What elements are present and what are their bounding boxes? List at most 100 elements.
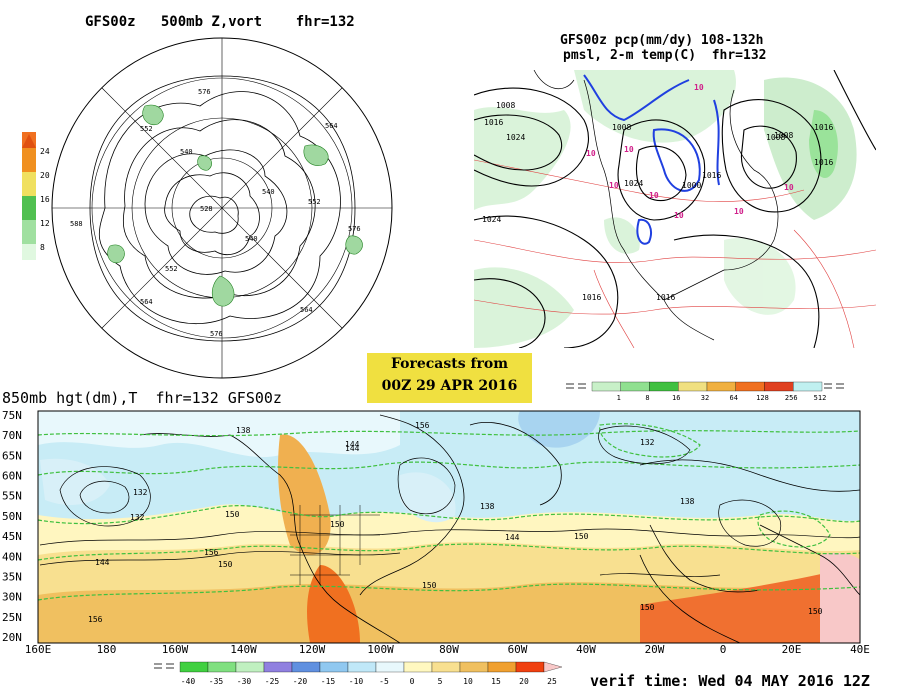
height-label: 150 (808, 607, 823, 616)
longitude-label: 180 (97, 643, 117, 653)
latitude-label: 20N (2, 631, 22, 644)
isobar-label: 1016 (484, 118, 503, 127)
height-label: 144 (345, 440, 360, 449)
colorbar-swatch (620, 381, 650, 392)
panel1-map: 576 564 552 540 528 540 552 564 576 588 540 552 564 5… (51, 37, 393, 379)
colorbar-tick-label: 20 (40, 171, 50, 180)
height-label: 150 (330, 520, 345, 529)
colorbar-swatch (487, 661, 517, 673)
colorbar-tick-label: 12 (40, 219, 50, 228)
colorbar-tick-label: 128 (756, 394, 769, 402)
panel3-title: 850mb hgt(dm),T fhr=132 GFS00z (2, 389, 282, 407)
contour-label: 528 (200, 205, 213, 213)
isobar-label: 1024 (624, 179, 643, 188)
colorbar-swatch (347, 661, 377, 673)
panel3-map: 75N 70N 65N 60N 55N 50N 45N 40N 35N 30N 25N 20N160E… (2, 409, 870, 653)
temp-label: 10 (649, 191, 659, 200)
colorbar-swatch (403, 661, 433, 673)
latitude-label: 50N (2, 510, 22, 523)
colorbar-swatch (319, 661, 349, 673)
forecast-line1: Forecasts from (390, 356, 509, 372)
latitude-label: 60N (2, 470, 22, 483)
colorbar-tick-label: 16 (40, 195, 50, 204)
isobar-label: 1016 (656, 293, 675, 302)
state-borders (290, 505, 380, 585)
latitude-label: 75N (2, 409, 22, 422)
colorbar-swatch (764, 381, 794, 392)
panel2-map: 1008101610241008102410001016100810161024… (474, 70, 876, 348)
panel3-colorbar: -40 -35 -30 -25 -20 -15 -10 -5 0 5 10 15 20 25 (154, 661, 563, 686)
colorbar-tick-label: 24 (40, 147, 50, 156)
latitude-label: 55N (2, 490, 22, 503)
temp-label: 10 (624, 145, 634, 154)
forecast-line2: 00Z 29 APR 2016 (381, 378, 518, 394)
height-contours (89, 75, 356, 342)
temp-label: 10 (734, 207, 744, 216)
longitude-label: 80W (439, 643, 459, 653)
contour-label: 564 (325, 122, 338, 130)
colorbar-dash-left (566, 383, 586, 389)
colorbar-tick-label: -10 (349, 677, 364, 686)
colorbar-tick-label: 25 (547, 677, 557, 686)
colorbar-dash-right (824, 383, 844, 389)
contour-label: 564 (300, 306, 313, 314)
contour-label: 576 (348, 225, 361, 233)
longitude-label: 160E (25, 643, 52, 653)
colorbar-tick-label: -35 (209, 677, 224, 686)
height-label: 138 (480, 502, 495, 511)
contour-label: 576 (210, 330, 223, 338)
colorbar-swatch (235, 661, 265, 673)
colorbar-tick-label: 5 (438, 677, 443, 686)
isobar-label: 1016 (814, 123, 833, 132)
colorbar-tick-label: 16 (672, 394, 680, 402)
land-outline (139, 414, 861, 644)
colorbar-arrow (543, 661, 563, 673)
colorbar-swatch (706, 381, 736, 392)
latitude-label: 35N (2, 570, 22, 583)
colorbar-swatch (591, 381, 621, 392)
longitude-label: 20E (782, 643, 802, 653)
colorbar-tick-label: 20 (519, 677, 529, 686)
height-label: 138 (236, 426, 251, 435)
panel2-title-line2: pmsl, 2-m temp(C) fhr=132 (563, 48, 767, 63)
land-outline (533, 70, 779, 341)
isobar-label: 1024 (482, 215, 501, 224)
colorbar-tick-label: 256 (785, 394, 798, 402)
colorbar-tick-label: 0 (410, 677, 415, 686)
isobar-label: 1016 (702, 171, 721, 180)
isobar-label: 1016 (582, 293, 601, 302)
temp-label: 10 (674, 211, 684, 220)
colorbar-swatch (735, 381, 765, 392)
height-label: 144 (345, 444, 360, 453)
colorbar-tick-label: 8 (645, 394, 649, 402)
height-label: 138 (680, 497, 695, 506)
forecast-banner: Forecasts from 00Z 29 APR 2016 (367, 353, 532, 403)
isobar-label: 1016 (814, 158, 833, 167)
temp-label: 10 (586, 149, 596, 158)
latitude-label: 70N (2, 429, 22, 442)
height-label: 150 (422, 581, 437, 590)
isobar-label: 1008 (766, 133, 785, 142)
height-label: 150 (225, 510, 240, 519)
temp-label: 10 (784, 183, 794, 192)
colorbar-tick-label: 1 (617, 394, 621, 402)
vorticity-blobs (107, 104, 363, 307)
colorbar-tick-label: 512 (814, 394, 827, 402)
longitude-label: 20W (645, 643, 665, 653)
freezing-contour (583, 74, 720, 245)
longitude-label: 0 (720, 643, 727, 653)
height-label: 132 (640, 438, 655, 447)
height-label: 150 (218, 560, 233, 569)
panel1-colorbar: 2420161284 (22, 132, 50, 260)
height-label: 156 (415, 421, 430, 430)
colorbar-swatch (431, 661, 461, 673)
latitude-label: 40N (2, 550, 22, 563)
colorbar-tick-label: -25 (265, 677, 280, 686)
temp-label: 10 (609, 181, 619, 190)
contour-label: 576 (198, 88, 211, 96)
meridians (52, 38, 392, 378)
contour-label: 588 (70, 220, 83, 228)
contour-label: 552 (308, 198, 321, 206)
contour-label: 540 (262, 188, 275, 196)
height-label: 150 (640, 603, 655, 612)
